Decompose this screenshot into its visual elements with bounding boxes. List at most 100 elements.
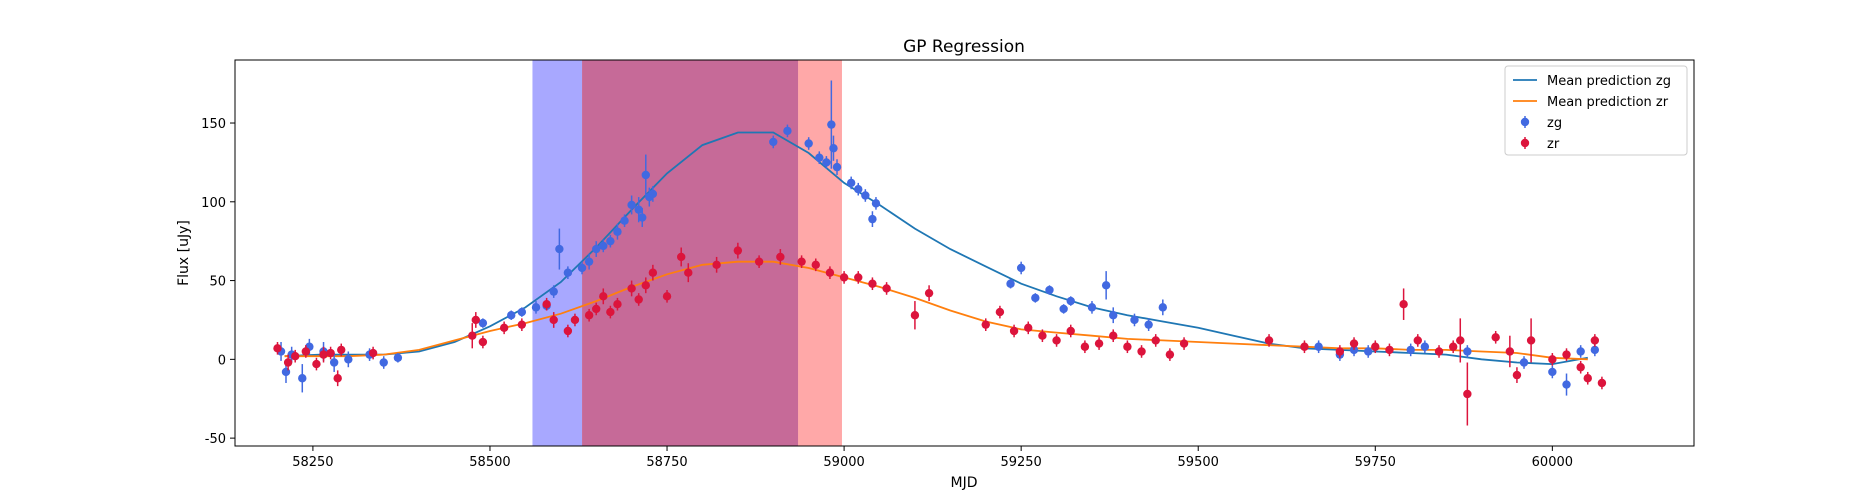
data-point-zg-53 bbox=[1109, 311, 1118, 320]
data-point-zg-21 bbox=[592, 244, 601, 254]
x-tick-label-2: 58750 bbox=[646, 455, 687, 470]
data-point-zg-14 bbox=[531, 303, 541, 312]
data-point-zr-76 bbox=[1562, 350, 1571, 359]
data-point-zr-59 bbox=[1264, 336, 1274, 345]
data-point-zr-1 bbox=[283, 358, 293, 367]
data-point-zr-30 bbox=[684, 268, 693, 277]
data-point-zr-48 bbox=[1038, 331, 1047, 340]
y-tick-label-3: 100 bbox=[201, 196, 226, 211]
x-tick-label-1: 58500 bbox=[469, 455, 510, 470]
data-point-zg-6 bbox=[329, 358, 339, 367]
x-tick-label-7: 60000 bbox=[1532, 455, 1573, 470]
data-point-zg-17 bbox=[555, 244, 564, 254]
data-point-zr-15 bbox=[542, 300, 551, 309]
data-point-zg-60 bbox=[1364, 347, 1373, 356]
data-point-zr-70 bbox=[1463, 389, 1472, 399]
data-point-zg-35 bbox=[815, 153, 824, 162]
data-point-zr-68 bbox=[1448, 342, 1458, 351]
data-point-zg-56 bbox=[1158, 303, 1168, 312]
data-point-zr-14 bbox=[517, 320, 527, 329]
data-point-zg-38 bbox=[829, 144, 838, 153]
data-point-zg-19 bbox=[577, 263, 587, 273]
data-point-zr-60 bbox=[1300, 342, 1309, 351]
data-point-zr-18 bbox=[570, 315, 580, 325]
data-point-zr-23 bbox=[613, 300, 622, 309]
data-point-zr-53 bbox=[1109, 331, 1118, 340]
data-point-zr-20 bbox=[592, 304, 601, 314]
data-point-zg-42 bbox=[861, 191, 870, 200]
data-point-zg-61 bbox=[1406, 345, 1415, 355]
data-point-zg-62 bbox=[1420, 342, 1430, 351]
data-point-zg-37 bbox=[827, 120, 836, 129]
data-point-zg-31 bbox=[648, 189, 658, 199]
legend-box bbox=[1504, 65, 1688, 156]
data-point-zr-32 bbox=[733, 246, 743, 255]
y-tick-label-2: 50 bbox=[209, 275, 226, 290]
data-point-zr-31 bbox=[712, 260, 721, 270]
data-point-zr-3 bbox=[301, 347, 311, 356]
data-point-zr-8 bbox=[337, 345, 346, 355]
data-point-zg-49 bbox=[1059, 304, 1068, 314]
data-point-zr-49 bbox=[1052, 336, 1061, 345]
legend-label-1: Mean prediction zr bbox=[1547, 95, 1669, 110]
data-point-zr-47 bbox=[1024, 323, 1033, 333]
data-point-zg-65 bbox=[1548, 367, 1557, 377]
shaded-region-1 bbox=[582, 60, 799, 446]
data-point-zr-69 bbox=[1456, 336, 1465, 345]
data-point-zg-1 bbox=[281, 367, 291, 377]
data-point-zg-47 bbox=[1031, 293, 1040, 303]
data-point-zr-56 bbox=[1151, 336, 1160, 345]
data-point-zr-66 bbox=[1413, 336, 1422, 345]
data-point-zr-72 bbox=[1505, 347, 1515, 356]
data-point-zg-63 bbox=[1463, 347, 1472, 356]
data-point-zr-34 bbox=[776, 252, 785, 262]
x-tick-label-0: 58250 bbox=[292, 455, 333, 470]
data-point-zg-34 bbox=[804, 139, 813, 148]
data-point-zr-29 bbox=[676, 252, 686, 262]
data-point-zr-39 bbox=[854, 273, 863, 282]
data-point-zg-25 bbox=[620, 216, 629, 225]
data-point-zr-43 bbox=[924, 288, 934, 298]
data-point-zg-24 bbox=[613, 227, 622, 236]
data-point-zr-27 bbox=[648, 268, 658, 277]
data-point-zr-13 bbox=[499, 323, 509, 333]
data-point-zg-41 bbox=[854, 184, 863, 194]
data-point-zr-9 bbox=[368, 348, 378, 358]
data-point-zg-27 bbox=[634, 205, 643, 214]
data-point-zg-44 bbox=[871, 199, 881, 208]
data-point-zr-78 bbox=[1583, 374, 1592, 383]
data-point-zg-26 bbox=[627, 200, 636, 210]
data-point-zg-57 bbox=[1314, 342, 1323, 351]
data-point-zr-40 bbox=[868, 279, 877, 288]
data-point-zr-71 bbox=[1491, 333, 1500, 342]
plot-area bbox=[273, 60, 1607, 446]
data-point-zr-37 bbox=[825, 268, 835, 277]
data-point-zr-73 bbox=[1512, 370, 1522, 380]
data-point-zr-38 bbox=[839, 273, 849, 282]
data-point-zg-9 bbox=[379, 358, 388, 367]
data-point-zr-44 bbox=[981, 320, 990, 329]
data-point-zg-13 bbox=[517, 307, 527, 317]
data-point-zr-42 bbox=[910, 311, 920, 320]
data-point-zr-54 bbox=[1123, 342, 1132, 351]
data-point-zr-64 bbox=[1385, 345, 1394, 355]
x-tick-label-3: 59000 bbox=[823, 455, 864, 470]
x-tick-label-6: 59750 bbox=[1355, 455, 1396, 470]
data-point-zr-6 bbox=[326, 348, 335, 358]
data-point-zg-20 bbox=[584, 257, 594, 266]
data-point-zr-5 bbox=[319, 350, 328, 359]
y-axis-label: Flux [uJy] bbox=[176, 220, 192, 286]
x-axis-label: MJD bbox=[951, 475, 978, 491]
data-point-zr-80 bbox=[1597, 378, 1607, 388]
data-point-zr-16 bbox=[549, 315, 558, 325]
data-point-zr-74 bbox=[1526, 336, 1536, 345]
data-point-zg-7 bbox=[344, 355, 353, 364]
data-point-zg-66 bbox=[1562, 380, 1571, 389]
data-point-zg-40 bbox=[846, 178, 856, 188]
data-point-zg-23 bbox=[606, 236, 615, 246]
shaded-region-0 bbox=[532, 60, 583, 446]
data-point-zg-12 bbox=[507, 311, 516, 320]
data-point-zr-26 bbox=[641, 281, 650, 290]
data-point-zr-21 bbox=[599, 292, 608, 301]
